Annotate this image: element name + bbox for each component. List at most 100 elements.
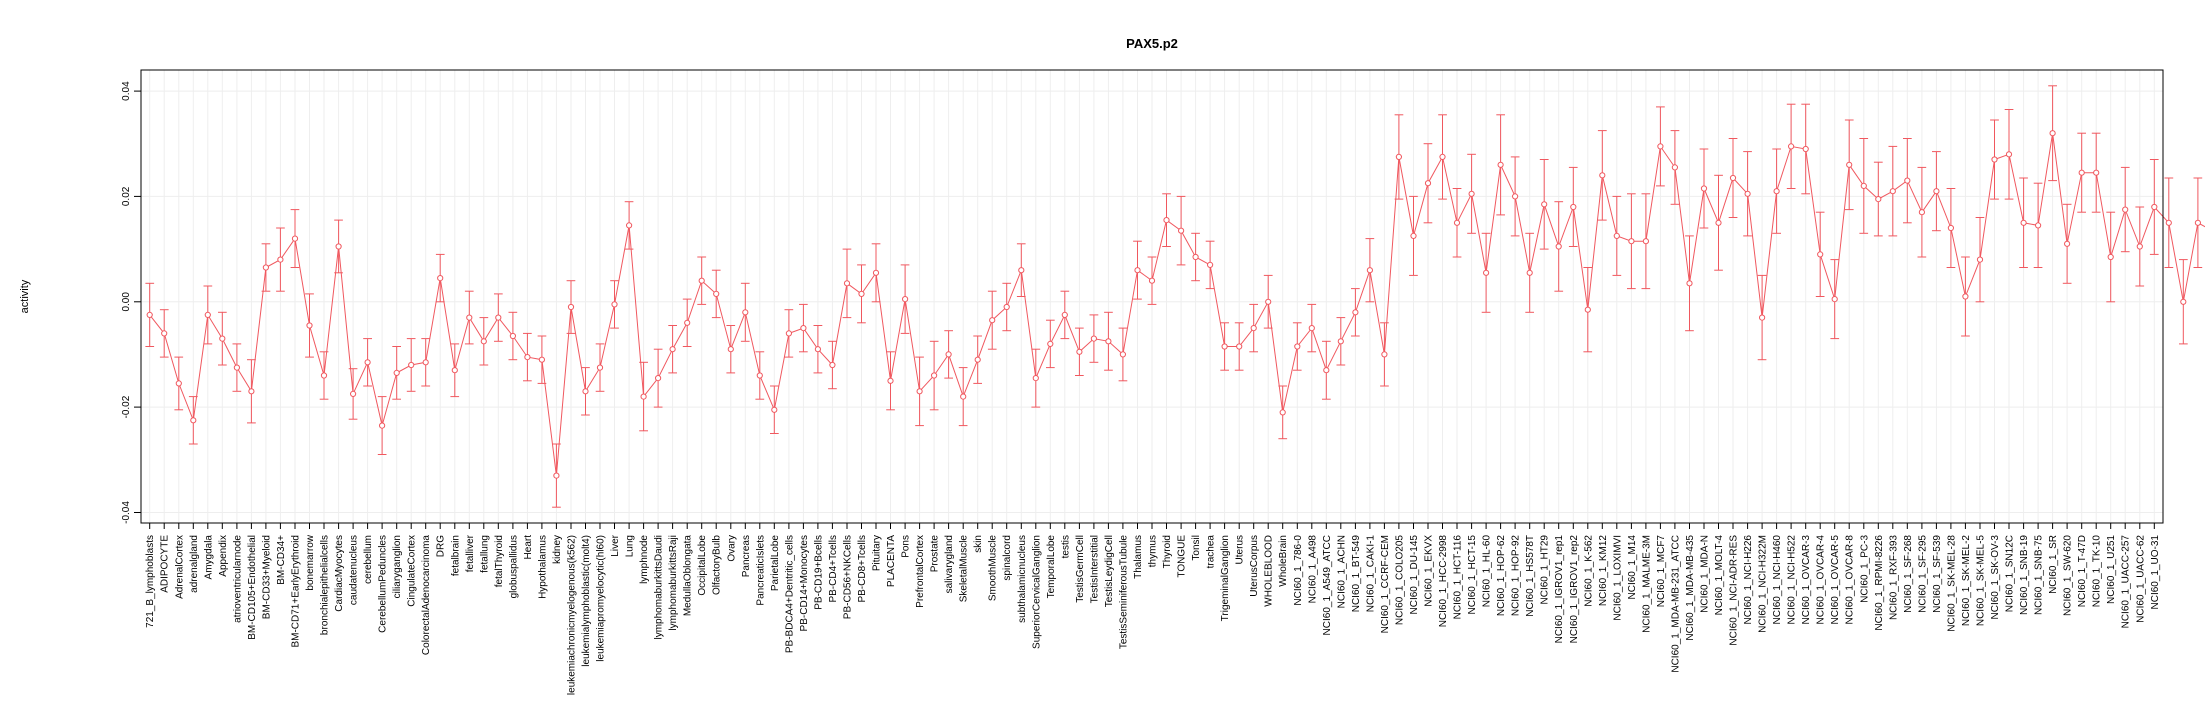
data-point xyxy=(1904,177,1911,184)
x-tick-label: NCI60_1_NCI-H226 xyxy=(1743,535,1754,625)
x-tick-label: CingulateCortex xyxy=(407,535,418,607)
data-point xyxy=(1700,185,1708,192)
data-point xyxy=(1613,232,1620,239)
x-tick-label: NCI60_1_KM12 xyxy=(1598,535,1609,607)
x-tick-label: TestisGermCell xyxy=(1075,535,1086,603)
x-tick-label: leukemiachronicmyelogenous(k562) xyxy=(567,535,578,695)
data-point xyxy=(1221,343,1228,350)
data-point xyxy=(1337,338,1344,345)
x-tick-label: bonemarrow xyxy=(305,534,316,590)
x-tick-label: NCI60_1_OVCAR-4 xyxy=(1816,535,1827,625)
x-tick-label: NCI60_1_K-562 xyxy=(1583,535,1594,607)
data-point xyxy=(1439,153,1446,160)
x-tick-label: Appendix xyxy=(218,535,229,577)
x-tick-label: NCI60_1_COLO205 xyxy=(1394,535,1405,625)
data-point xyxy=(1860,182,1867,189)
data-point xyxy=(437,275,444,282)
data-point xyxy=(945,351,952,358)
x-tick-label: NCI60_1_UO-31 xyxy=(2150,535,2161,610)
data-point xyxy=(1381,351,1388,358)
data-point xyxy=(538,356,546,363)
x-tick-label: CerebellumPeduncles xyxy=(378,535,389,633)
x-tick-label: AdrenalCortex xyxy=(174,535,185,599)
data-point xyxy=(306,322,313,329)
data-point xyxy=(379,422,386,429)
data-point xyxy=(756,372,763,379)
x-tick-label: NCI60_1_MDA-MB-231_ATCC xyxy=(1670,535,1681,673)
x-tick-label: CardiacMyocytes xyxy=(334,535,345,612)
x-tick-label: NCI60_1_UACC-62 xyxy=(2135,535,2146,623)
x-tick-label: trachea xyxy=(1206,535,1217,569)
data-point xyxy=(1715,219,1722,226)
data-point xyxy=(1323,367,1330,374)
data-point xyxy=(1105,338,1112,345)
data-point xyxy=(1686,280,1693,287)
x-tick-label: PrefrontalCortex xyxy=(915,535,926,608)
data-point xyxy=(960,393,967,400)
data-point xyxy=(1294,343,1301,350)
x-tick-label: NCI60_1_SR xyxy=(2048,535,2059,594)
data-point xyxy=(248,388,255,395)
y-axis: -0.04 -0.02 0.00 0.02 0.04 xyxy=(121,81,141,524)
x-tick-label: lymphomaburkittsDaudi xyxy=(654,535,665,640)
data-point xyxy=(2165,219,2172,226)
x-tick-label: NCI60_1_NCI-H322M xyxy=(1758,535,1769,633)
data-point xyxy=(1236,343,1243,350)
x-tick-label: cerebellum xyxy=(363,535,374,584)
data-point xyxy=(1148,277,1156,284)
data-point xyxy=(175,380,182,387)
x-tick-label: NCI60_1_T-47D xyxy=(2077,535,2088,607)
x-tick-label: fetalbrain xyxy=(450,535,461,576)
x-tick-label: NCI60_1_HL-60 xyxy=(1482,535,1493,608)
data-point xyxy=(785,330,793,337)
data-point xyxy=(451,367,458,374)
data-point xyxy=(1642,238,1650,245)
x-tick-label: NCI60_1_HS578T xyxy=(1525,535,1536,617)
x-tick-label: NCI60_1_ACHN xyxy=(1336,535,1347,608)
data-point xyxy=(2005,151,2013,158)
data-point xyxy=(1352,309,1359,316)
x-tick-label: PB-CD4+Tcells xyxy=(828,535,839,603)
data-point xyxy=(553,472,560,479)
data-point xyxy=(2049,130,2056,137)
x-tick-label: BM-CD105+Endothelial xyxy=(247,535,258,640)
x-tick-label: NCI60_1_OVCAR-8 xyxy=(1845,535,1856,625)
x-tick-label: BM-CD34+ xyxy=(276,535,287,585)
x-tick-label: Heart xyxy=(523,535,534,560)
data-point xyxy=(596,364,604,371)
x-tick-label: bronchialepithelialcells xyxy=(320,535,331,635)
data-point xyxy=(1947,224,1955,232)
data-point xyxy=(1366,267,1374,274)
x-tick-label: NCI60_1_SK-MEL-28 xyxy=(1946,535,1957,632)
data-point xyxy=(1512,193,1519,200)
x-tick-label: Ovary xyxy=(726,535,737,562)
x-tick-label: Thyroid xyxy=(1162,535,1173,568)
data-point xyxy=(393,369,400,376)
data-point xyxy=(1178,227,1185,234)
data-point xyxy=(335,243,342,250)
data-point xyxy=(902,296,909,303)
x-tick-label: PB-CD8+Tcells xyxy=(857,535,868,603)
data-point xyxy=(1032,375,1039,382)
data-point xyxy=(524,354,531,361)
data-point xyxy=(2151,203,2158,211)
data-point xyxy=(626,222,633,229)
x-tick-label: NCI60_1_SF-539 xyxy=(1932,535,1943,613)
x-tick-label: skin xyxy=(973,535,984,553)
x-tick-label: TestisInterstitial xyxy=(1089,535,1100,603)
x-tick-label: Hypothalamus xyxy=(537,535,548,599)
data-point xyxy=(974,356,981,363)
x-tick-label: leukemialymphoblastic(molt4) xyxy=(581,535,592,667)
data-point xyxy=(1134,267,1141,274)
data-point xyxy=(1555,243,1562,250)
x-tick-label: NCI60_1_DU-145 xyxy=(1409,535,1420,615)
x-tick-label: NCI60_1_SN12C xyxy=(2005,535,2016,612)
x-axis: 721_B_lymphoblasts ADIPOCYTE AdrenalCortex… xyxy=(145,523,2161,695)
x-tick-label: Amygdala xyxy=(203,535,214,580)
x-tick-label: spinalcord xyxy=(1002,535,1013,581)
x-tick-label: NCI60_1_MDA-MB-435 xyxy=(1685,535,1696,641)
data-point xyxy=(1759,314,1766,321)
data-point xyxy=(1453,219,1461,226)
x-tick-label: Pons xyxy=(901,535,912,558)
data-point xyxy=(262,264,269,271)
